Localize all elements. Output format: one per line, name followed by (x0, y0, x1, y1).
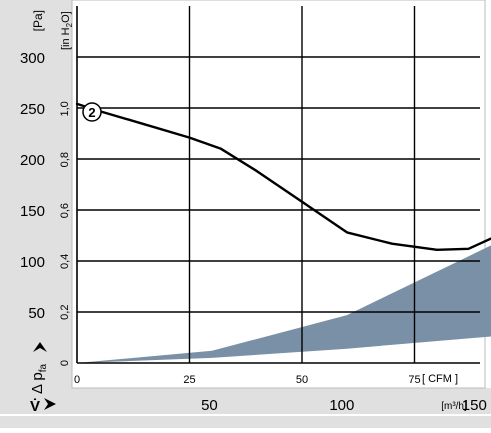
y-tick-label-inh2o: 0,8 (59, 152, 71, 167)
y-tick-label-pa: 250 (20, 101, 45, 118)
x-unit-cfm: [ CFM ] (422, 373, 458, 385)
y-tick-label-inh2o: 0 (59, 360, 71, 366)
y-axis-label: Δ pfa (29, 364, 49, 394)
x-tick-label-m3h: 50 (201, 397, 218, 414)
x-tick-label-m3h: 100 (329, 397, 354, 414)
y-tick-label-inh2o: 0,2 (59, 305, 71, 320)
y-tick-label-pa: 200 (20, 152, 45, 169)
y-tick-label-pa: 150 (20, 203, 45, 220)
y2-unit: [in H2O] (60, 11, 74, 50)
y-tick-label-inh2o: 1,0 (59, 101, 71, 116)
y-unit-pa: [Pa] (31, 10, 45, 31)
plot-border (71, 0, 486, 389)
x-tick-label-cfm: 50 (296, 374, 308, 386)
band-divider (0, 414, 491, 416)
y-tick-label-inh2o: 0,6 (59, 203, 71, 218)
fan-curve-line (75, 102, 491, 252)
x-axis-band (0, 388, 491, 428)
y-tick-label-pa: 300 (20, 50, 45, 67)
x-tick-label-cfm: 75 (408, 374, 420, 386)
y-axis-band (0, 0, 72, 428)
operating-region-layer (77, 245, 491, 363)
operating-region (77, 245, 491, 363)
y-tick-label-pa: 100 (20, 254, 45, 271)
y-tick-label-inh2o: 0,4 (59, 254, 71, 269)
x-tick-label-cfm: 0 (74, 374, 80, 386)
series-label-circle (82, 102, 102, 122)
x-tick-label-cfm: 25 (183, 374, 195, 386)
x-tick-label-m3h: 150 (462, 397, 487, 414)
x-axis-arrow-icon (44, 398, 56, 410)
y-axis-arrow-icon (33, 342, 47, 352)
y-tick-label-pa: 50 (28, 305, 45, 322)
grid-layer (76, 6, 480, 364)
series-label: 2 (88, 105, 95, 120)
x-unit-m3h: [m³/h] (441, 401, 467, 412)
curve-layer (75, 102, 491, 252)
x-axis-label: V̇ (30, 398, 40, 415)
